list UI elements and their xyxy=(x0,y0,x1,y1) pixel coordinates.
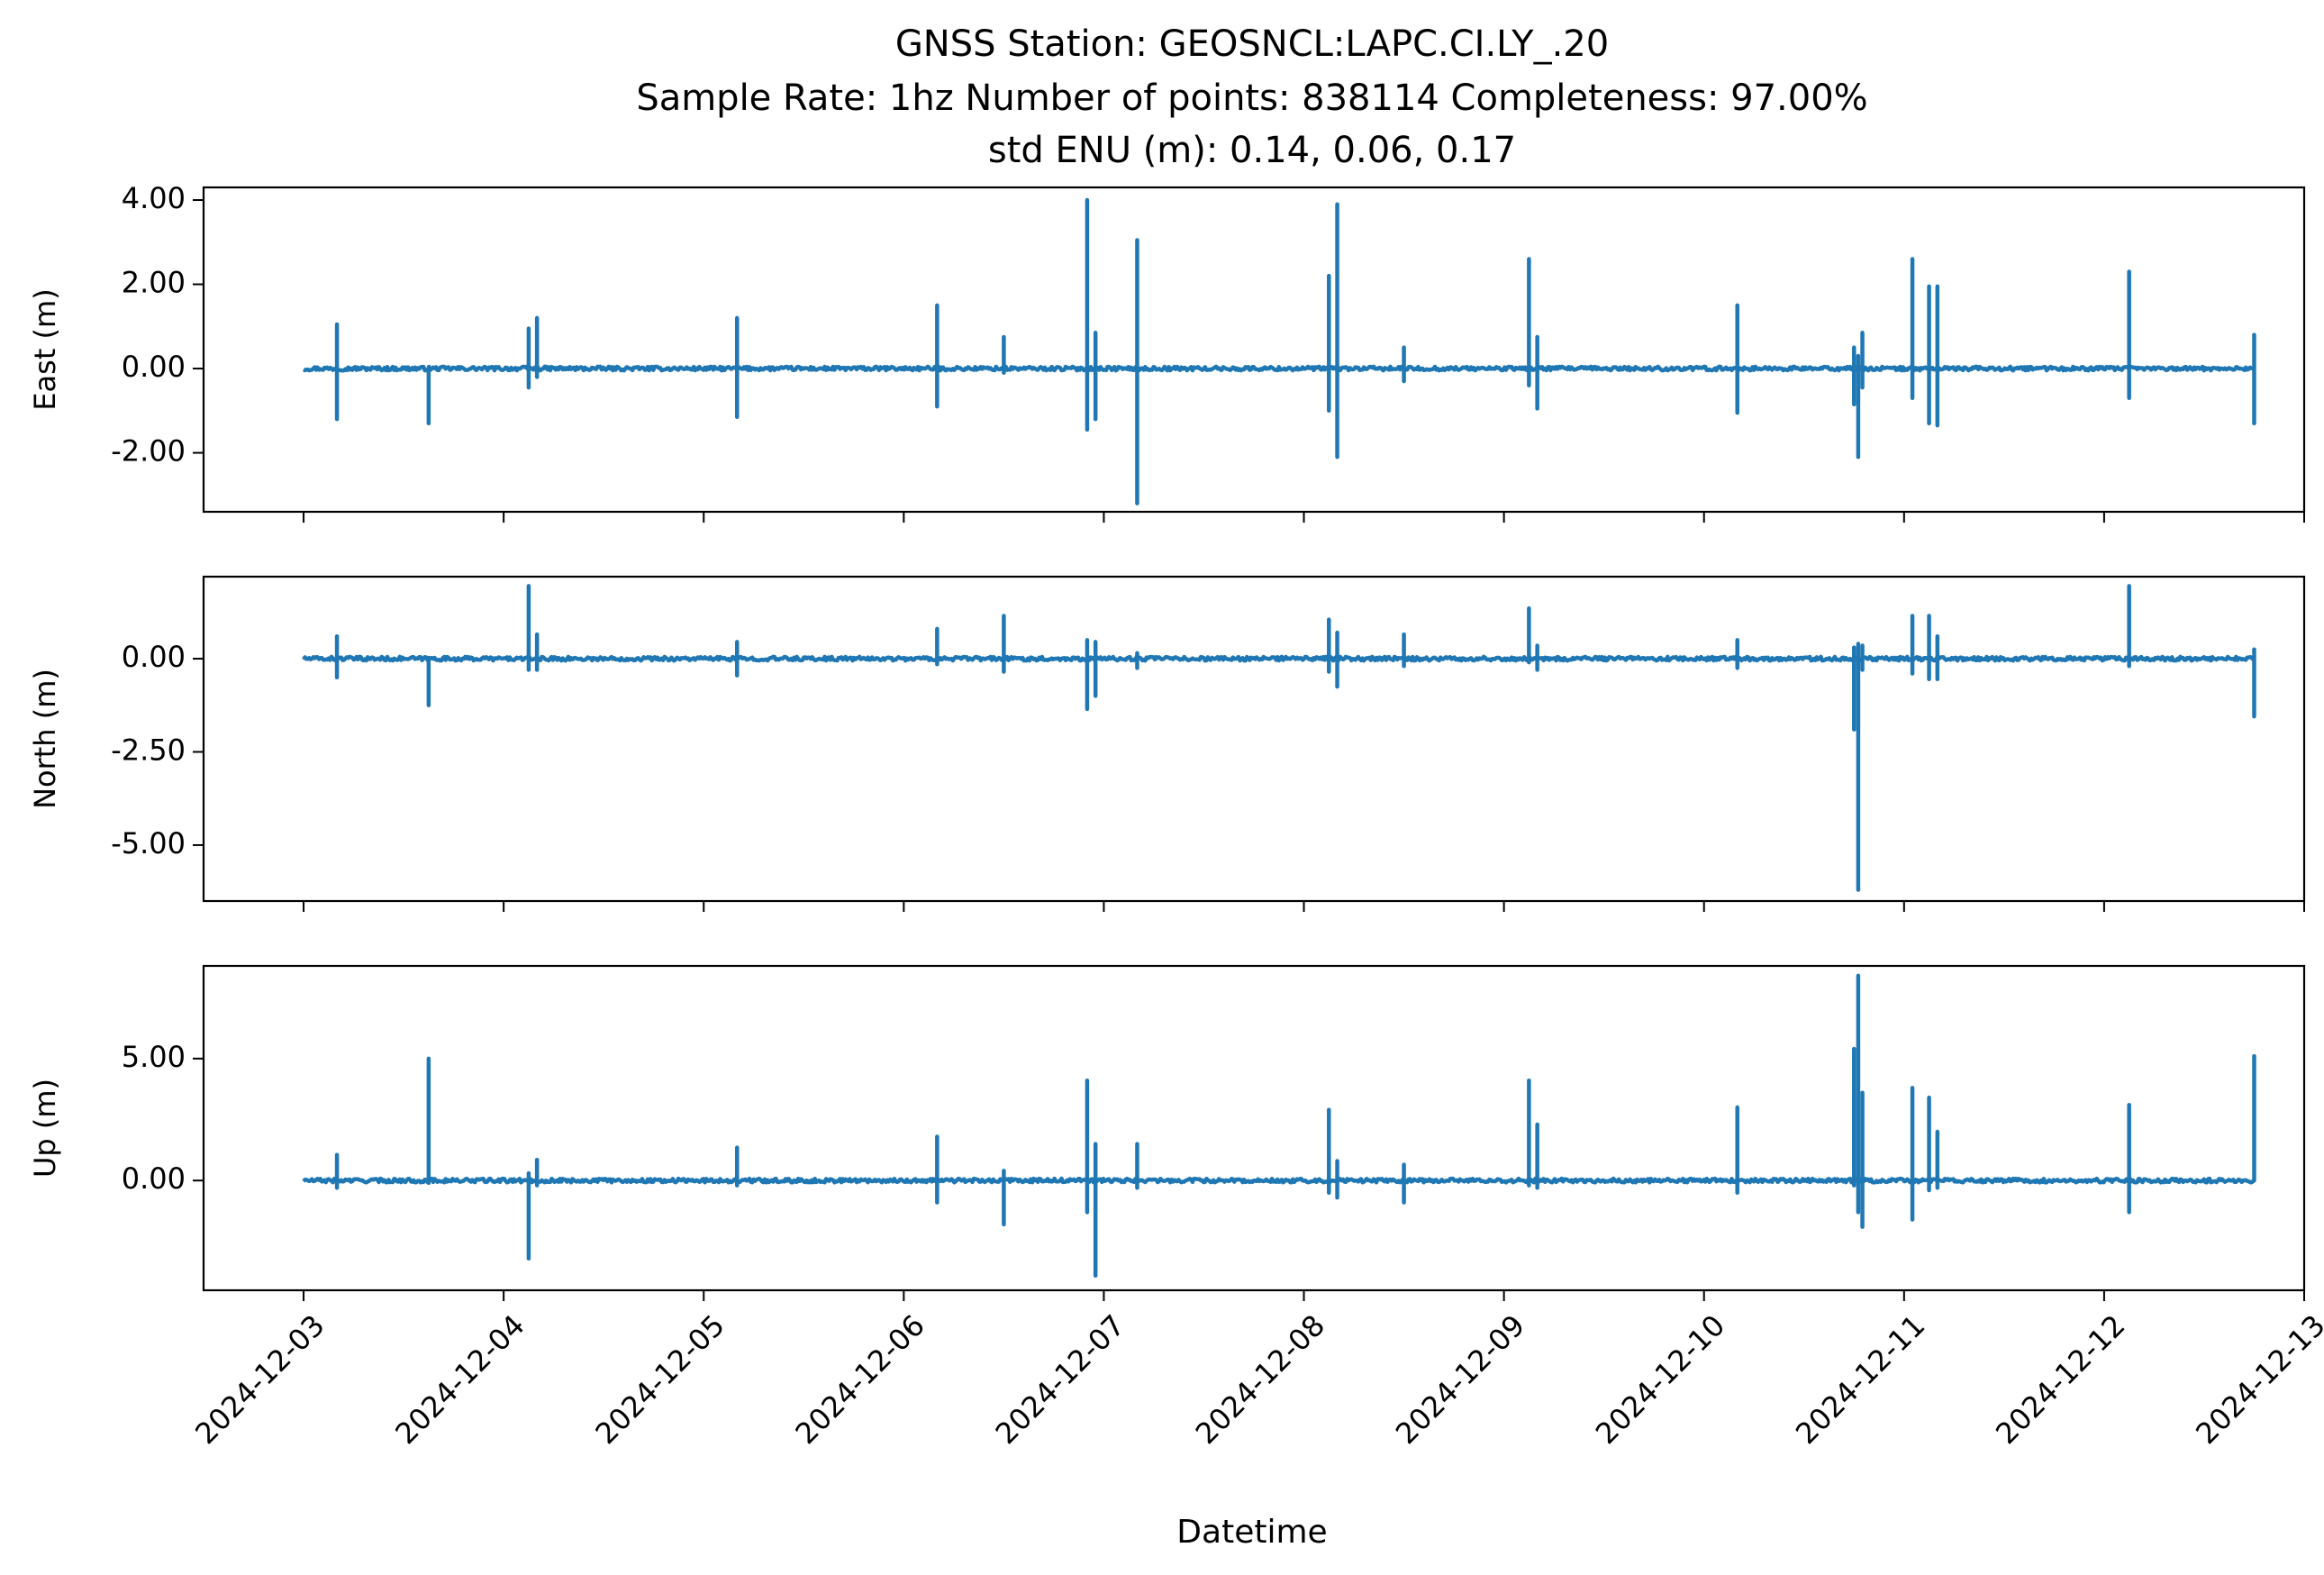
north-ytick-marks xyxy=(193,658,204,846)
east-ytick-label: 2.00 xyxy=(122,266,186,300)
north-ytick-label: 0.00 xyxy=(122,640,186,674)
figure-title: GNSS Station: GEOSNCL:LAPC.CI.LY_.20 Sam… xyxy=(636,23,1867,171)
up-ytick-labels: 5.00 0.00 xyxy=(122,1040,186,1196)
east-ytick-label: 0.00 xyxy=(122,350,186,384)
east-series xyxy=(302,197,2256,505)
north-ytick-label: -5.00 xyxy=(111,826,186,860)
panel-up: 5.00 0.00 Up (m) xyxy=(28,964,2306,1301)
north-ytick-label: -2.50 xyxy=(111,733,186,767)
north-baseline-trace xyxy=(302,654,2256,663)
title-line-1: GNSS Station: GEOSNCL:LAPC.CI.LY_.20 xyxy=(895,23,1609,65)
north-ytick-labels: 0.00 -2.50 -5.00 xyxy=(111,640,186,860)
east-xtick-marks xyxy=(303,512,2305,523)
up-series xyxy=(302,973,2256,1279)
east-baseline-trace xyxy=(302,364,2256,373)
north-xtick-marks xyxy=(303,901,2305,912)
up-ytick-label: 5.00 xyxy=(122,1040,186,1074)
up-ylabel: Up (m) xyxy=(28,1079,62,1178)
east-ytick-marks xyxy=(193,199,204,454)
xaxis-label: Datetime xyxy=(1176,1514,1327,1551)
east-ytick-label: 4.00 xyxy=(122,181,186,215)
north-axes-frame xyxy=(202,575,2306,903)
north-ylabel: North (m) xyxy=(28,669,62,809)
up-ytick-label: 0.00 xyxy=(122,1161,186,1196)
up-ytick-marks xyxy=(193,1057,204,1182)
title-line-2: Sample Rate: 1hz Number of points: 83811… xyxy=(636,77,1867,119)
title-line-3: std ENU (m): 0.14, 0.06, 0.17 xyxy=(988,130,1516,171)
north-series xyxy=(302,584,2256,892)
east-ytick-label: -2.00 xyxy=(111,434,186,469)
up-xtick-marks xyxy=(303,1290,2305,1301)
panel-east: 4.00 2.00 0.00 -2.00 East (m) xyxy=(28,181,2306,523)
east-ylabel: East (m) xyxy=(28,288,62,410)
panel-north: 0.00 -2.50 -5.00 North (m) xyxy=(28,575,2306,912)
east-ytick-labels: 4.00 2.00 0.00 -2.00 xyxy=(111,181,186,469)
up-axes-frame xyxy=(202,964,2306,1292)
east-axes-frame xyxy=(202,186,2306,514)
